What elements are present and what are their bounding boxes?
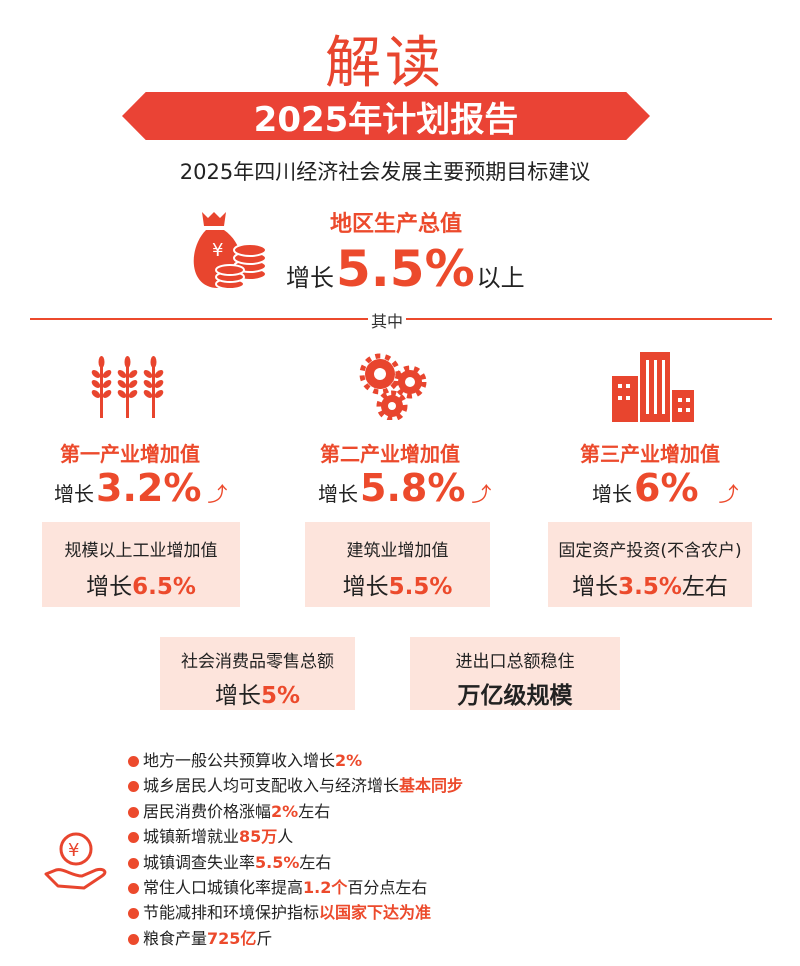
bullet-highlight: 2% xyxy=(335,751,363,770)
industry-1-growth: 增长 3.2% ⤴ xyxy=(54,466,227,510)
bullet-text: 地方一般公共预算收入增长 xyxy=(143,751,336,770)
divider-label: 其中 xyxy=(370,312,403,331)
prefix: 增长 xyxy=(592,482,632,506)
box-label: 规模以上工业增加值 xyxy=(64,541,218,561)
bullet-text: 粮食产量 xyxy=(143,928,208,948)
bullet-highlight: 725亿 xyxy=(207,928,257,948)
growth-arrow-icon: ⤴ xyxy=(207,482,228,506)
box-label: 进出口总额稳住 xyxy=(455,652,575,672)
value: 6% xyxy=(634,466,699,510)
box-prefix: 增长 xyxy=(342,574,389,600)
money-bag-icon: ¥ xyxy=(193,212,267,290)
box-investment: 固定资产投资(不含农户) 增长3.5%左右 xyxy=(548,522,752,607)
industry-2-growth: 增长 5.8% ⤴ xyxy=(318,466,491,510)
divider-left xyxy=(30,318,368,320)
growth-arrow-icon: ⤴ xyxy=(718,482,739,506)
value: 5.8% xyxy=(360,466,466,510)
box-industrial: 规模以上工业增加值 增长6.5% xyxy=(42,522,240,607)
gdp-suffix: 以上 xyxy=(476,264,525,292)
box-trade: 进出口总额稳住 万亿级规模 xyxy=(410,637,620,710)
bullet-item: 常住人口城镇化率提高1.2个百分点左右 xyxy=(128,875,463,900)
box-label: 建筑业增加值 xyxy=(346,541,449,561)
bullet-item: 地方一般公共预算收入增长2% xyxy=(128,748,463,773)
bullet-highlight: 以国家下达为准 xyxy=(319,903,432,923)
gears-icon xyxy=(359,353,427,420)
box-retail: 社会消费品零售总额 增长5% xyxy=(160,637,355,710)
value: 3.2% xyxy=(96,466,202,510)
bullet-list: 地方一般公共预算收入增长2% 城乡居民人均可支配收入与经济增长基本同步 居民消费… xyxy=(128,748,463,951)
box-value: 6.5% xyxy=(132,574,196,600)
bullet-after: 百分点左右 xyxy=(347,878,428,898)
bullet-highlight: 85万 xyxy=(239,827,278,847)
bullet-text: 城乡居民人均可支配收入与经济增长 xyxy=(143,776,400,796)
bullet-after: 斤 xyxy=(256,928,273,948)
bullet-after: 左右 xyxy=(299,852,332,872)
industry-2-title: 第二产业增加值 xyxy=(320,442,460,466)
box-value: 5.5% xyxy=(388,574,453,600)
industry-3-title: 第三产业增加值 xyxy=(580,442,720,466)
bullet-item: 居民消费价格涨幅2%左右 xyxy=(128,799,463,824)
bullet-highlight: 2% xyxy=(271,801,299,821)
box-value: 万亿级规模 xyxy=(457,683,573,709)
prefix: 增长 xyxy=(318,482,358,506)
page-title: 解读 xyxy=(325,31,445,96)
subtitle: 2025年四川经济社会发展主要预期目标建议 xyxy=(179,160,591,184)
bullet-after: 左右 xyxy=(298,801,331,821)
bullet-text: 城镇新增就业 xyxy=(143,827,240,847)
box-prefix: 增长 xyxy=(214,683,261,709)
box-value: 3.5% xyxy=(618,574,682,600)
bullet-after: 人 xyxy=(277,827,294,847)
bullet-text: 节能减排和环境保护指标 xyxy=(143,903,320,923)
bullet-highlight: 基本同步 xyxy=(399,776,464,796)
bullet-text: 城镇调查失业率 xyxy=(143,852,256,872)
banner: 2025年计划报告 xyxy=(122,92,650,140)
bullet-highlight: 1.2个 xyxy=(303,878,348,898)
bullet-item: 节能减排和环境保护指标以国家下达为准 xyxy=(128,900,463,925)
box-construction: 建筑业增加值 增长5.5% xyxy=(305,522,490,607)
box-suffix: 左右 xyxy=(681,574,728,600)
wheat-icon xyxy=(91,356,165,418)
box-value: 5% xyxy=(260,683,301,709)
industry-1-title: 第一产业增加值 xyxy=(60,442,200,466)
gdp-label: 地区生产总值 xyxy=(330,212,463,237)
industry-3-growth: 增长 6% ⤴ xyxy=(592,466,739,510)
bullet-item: 城镇调查失业率5.5%左右 xyxy=(128,850,463,875)
growth-arrow-icon: ⤴ xyxy=(471,482,492,506)
banner-text: 2025年计划报告 xyxy=(253,99,519,140)
gdp-value: 5.5% xyxy=(336,240,475,298)
gdp-growth: 增长 5.5% 以上 xyxy=(286,240,525,298)
svg-text:¥: ¥ xyxy=(68,840,79,861)
bullet-highlight: 5.5% xyxy=(255,852,300,872)
buildings-icon xyxy=(612,352,694,422)
divider-right xyxy=(406,318,772,320)
money-hand-icon: ¥ xyxy=(44,832,107,890)
box-prefix: 增长 xyxy=(86,574,133,600)
box-label: 社会消费品零售总额 xyxy=(181,652,334,672)
bullet-item: 粮食产量725亿斤 xyxy=(128,926,463,951)
svg-text:¥: ¥ xyxy=(212,240,223,261)
bullet-text: 居民消费价格涨幅 xyxy=(143,801,272,821)
bullet-item: 城乡居民人均可支配收入与经济增长基本同步 xyxy=(128,773,463,798)
gdp-prefix: 增长 xyxy=(286,264,334,292)
box-label: 固定资产投资(不含农户) xyxy=(558,541,742,561)
box-prefix: 增长 xyxy=(572,574,619,600)
prefix: 增长 xyxy=(54,482,94,506)
bullet-item: 城镇新增就业85万人 xyxy=(128,824,463,849)
bullet-text: 常住人口城镇化率提高 xyxy=(143,878,304,898)
